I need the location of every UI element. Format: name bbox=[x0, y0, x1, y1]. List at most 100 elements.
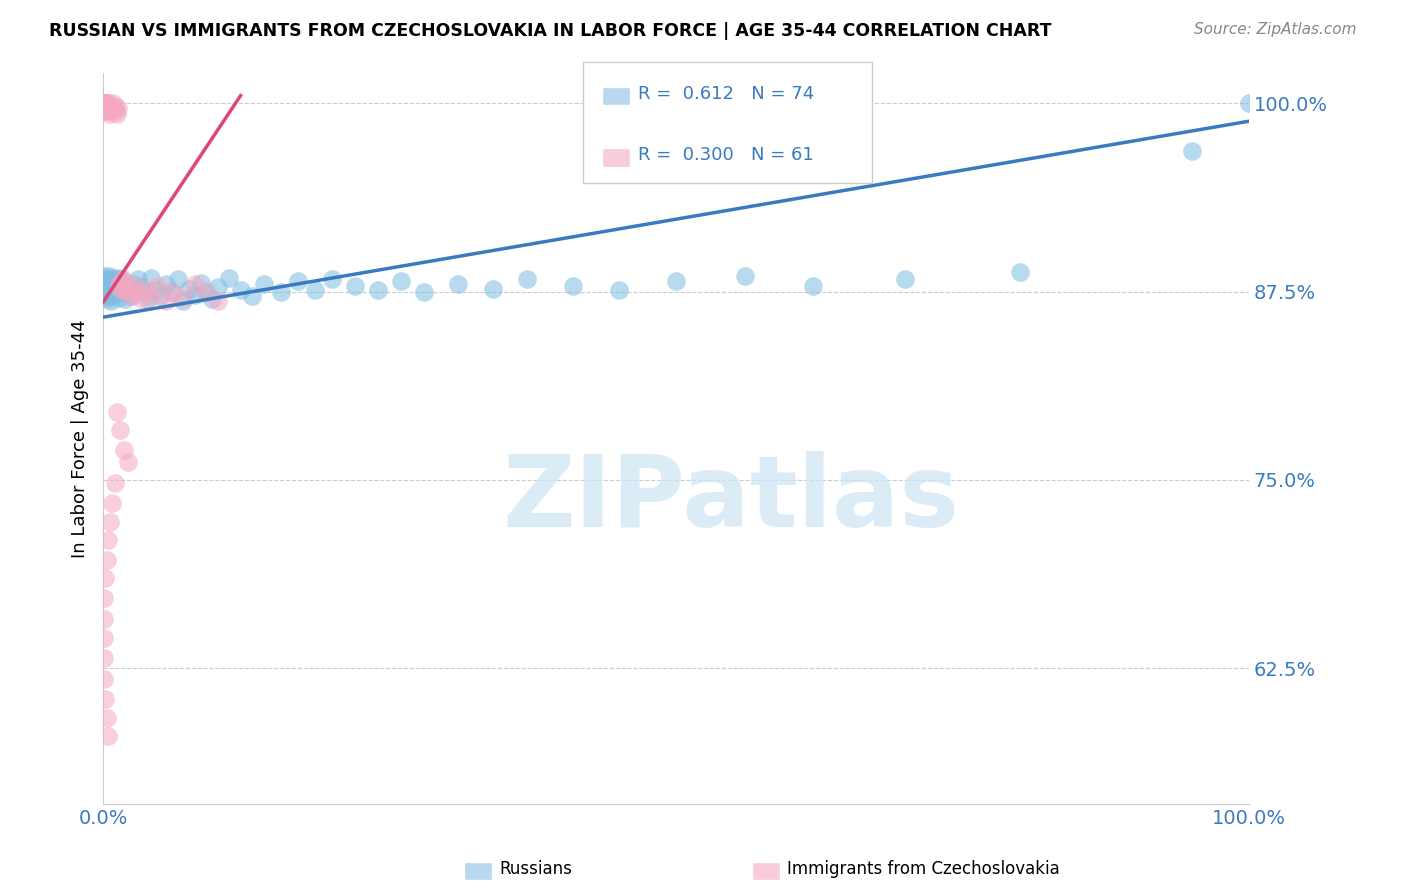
Text: Immigrants from Czechoslovakia: Immigrants from Czechoslovakia bbox=[787, 860, 1060, 878]
Point bbox=[94, 571, 117, 585]
Point bbox=[344, 278, 367, 293]
Point bbox=[100, 293, 122, 308]
Point bbox=[172, 293, 194, 308]
Point bbox=[117, 286, 139, 301]
Point bbox=[447, 277, 470, 291]
Point bbox=[160, 285, 183, 299]
Point bbox=[98, 515, 121, 529]
Point bbox=[218, 271, 240, 285]
Point bbox=[112, 442, 135, 457]
Text: Russians: Russians bbox=[499, 860, 572, 878]
Point bbox=[190, 276, 212, 290]
Point bbox=[117, 455, 139, 469]
Point bbox=[97, 97, 120, 112]
Point bbox=[117, 285, 139, 299]
Point bbox=[96, 283, 118, 297]
Point bbox=[94, 285, 117, 299]
Point bbox=[96, 553, 118, 567]
Point bbox=[367, 283, 389, 297]
Point bbox=[103, 271, 125, 285]
Point bbox=[121, 289, 143, 303]
Point bbox=[321, 272, 343, 286]
Point bbox=[108, 277, 131, 291]
Point bbox=[124, 278, 146, 293]
Point bbox=[136, 292, 159, 306]
Point bbox=[134, 285, 156, 299]
Point bbox=[93, 672, 115, 686]
Point bbox=[803, 278, 825, 293]
Text: R =  0.300   N = 61: R = 0.300 N = 61 bbox=[638, 146, 814, 164]
Point bbox=[287, 274, 309, 288]
Point bbox=[101, 283, 124, 297]
Point bbox=[97, 106, 120, 120]
Point bbox=[97, 729, 120, 743]
Point bbox=[270, 285, 292, 299]
Point bbox=[115, 278, 138, 293]
Point bbox=[115, 276, 138, 290]
Point bbox=[114, 292, 136, 306]
Point bbox=[172, 291, 194, 305]
Point bbox=[177, 281, 200, 295]
Point bbox=[97, 101, 120, 115]
Point bbox=[665, 274, 688, 288]
Point bbox=[93, 99, 115, 113]
Point bbox=[1008, 265, 1031, 279]
Point bbox=[146, 278, 169, 293]
Point bbox=[97, 286, 120, 301]
Point bbox=[127, 272, 149, 286]
Point bbox=[108, 291, 131, 305]
Y-axis label: In Labor Force | Age 35-44: In Labor Force | Age 35-44 bbox=[72, 319, 89, 558]
Point bbox=[120, 289, 142, 303]
Point bbox=[1237, 96, 1260, 111]
Point bbox=[141, 271, 163, 285]
Point bbox=[96, 292, 118, 306]
Point bbox=[104, 277, 127, 291]
Point bbox=[207, 293, 229, 308]
Point bbox=[93, 96, 115, 111]
Point bbox=[97, 277, 120, 291]
Point bbox=[93, 612, 115, 626]
Point bbox=[96, 103, 118, 118]
Point bbox=[97, 289, 120, 303]
Text: ZIPatlas: ZIPatlas bbox=[503, 451, 959, 548]
Point bbox=[93, 280, 115, 294]
Point bbox=[122, 277, 145, 291]
Point bbox=[155, 293, 177, 308]
Point bbox=[112, 283, 135, 297]
Point bbox=[94, 103, 117, 118]
Text: RUSSIAN VS IMMIGRANTS FROM CZECHOSLOVAKIA IN LABOR FORCE | AGE 35-44 CORRELATION: RUSSIAN VS IMMIGRANTS FROM CZECHOSLOVAKI… bbox=[49, 22, 1052, 40]
Point bbox=[195, 285, 218, 299]
Point bbox=[124, 283, 146, 297]
Point bbox=[94, 691, 117, 706]
Point bbox=[155, 277, 177, 291]
Point bbox=[96, 711, 118, 725]
Point bbox=[149, 289, 172, 303]
Point bbox=[94, 96, 117, 111]
Point bbox=[184, 287, 207, 301]
Point bbox=[516, 272, 538, 286]
Point bbox=[561, 278, 583, 293]
Point bbox=[481, 281, 503, 295]
Point bbox=[413, 285, 436, 299]
Point bbox=[304, 283, 326, 297]
Point bbox=[93, 269, 115, 284]
Point bbox=[94, 96, 117, 111]
Point bbox=[97, 96, 120, 111]
Point bbox=[252, 277, 274, 291]
Point bbox=[105, 283, 128, 297]
Point bbox=[93, 289, 115, 303]
Point bbox=[100, 274, 122, 288]
Point bbox=[110, 423, 132, 437]
Point bbox=[98, 101, 121, 115]
Point bbox=[389, 274, 412, 288]
Point bbox=[100, 99, 122, 113]
Point bbox=[110, 280, 132, 294]
Point bbox=[94, 272, 117, 286]
Point bbox=[131, 292, 153, 306]
Point bbox=[103, 278, 125, 293]
Point bbox=[103, 96, 125, 111]
Point bbox=[607, 283, 630, 297]
Point bbox=[145, 283, 167, 297]
Point bbox=[93, 96, 115, 111]
Point bbox=[207, 280, 229, 294]
